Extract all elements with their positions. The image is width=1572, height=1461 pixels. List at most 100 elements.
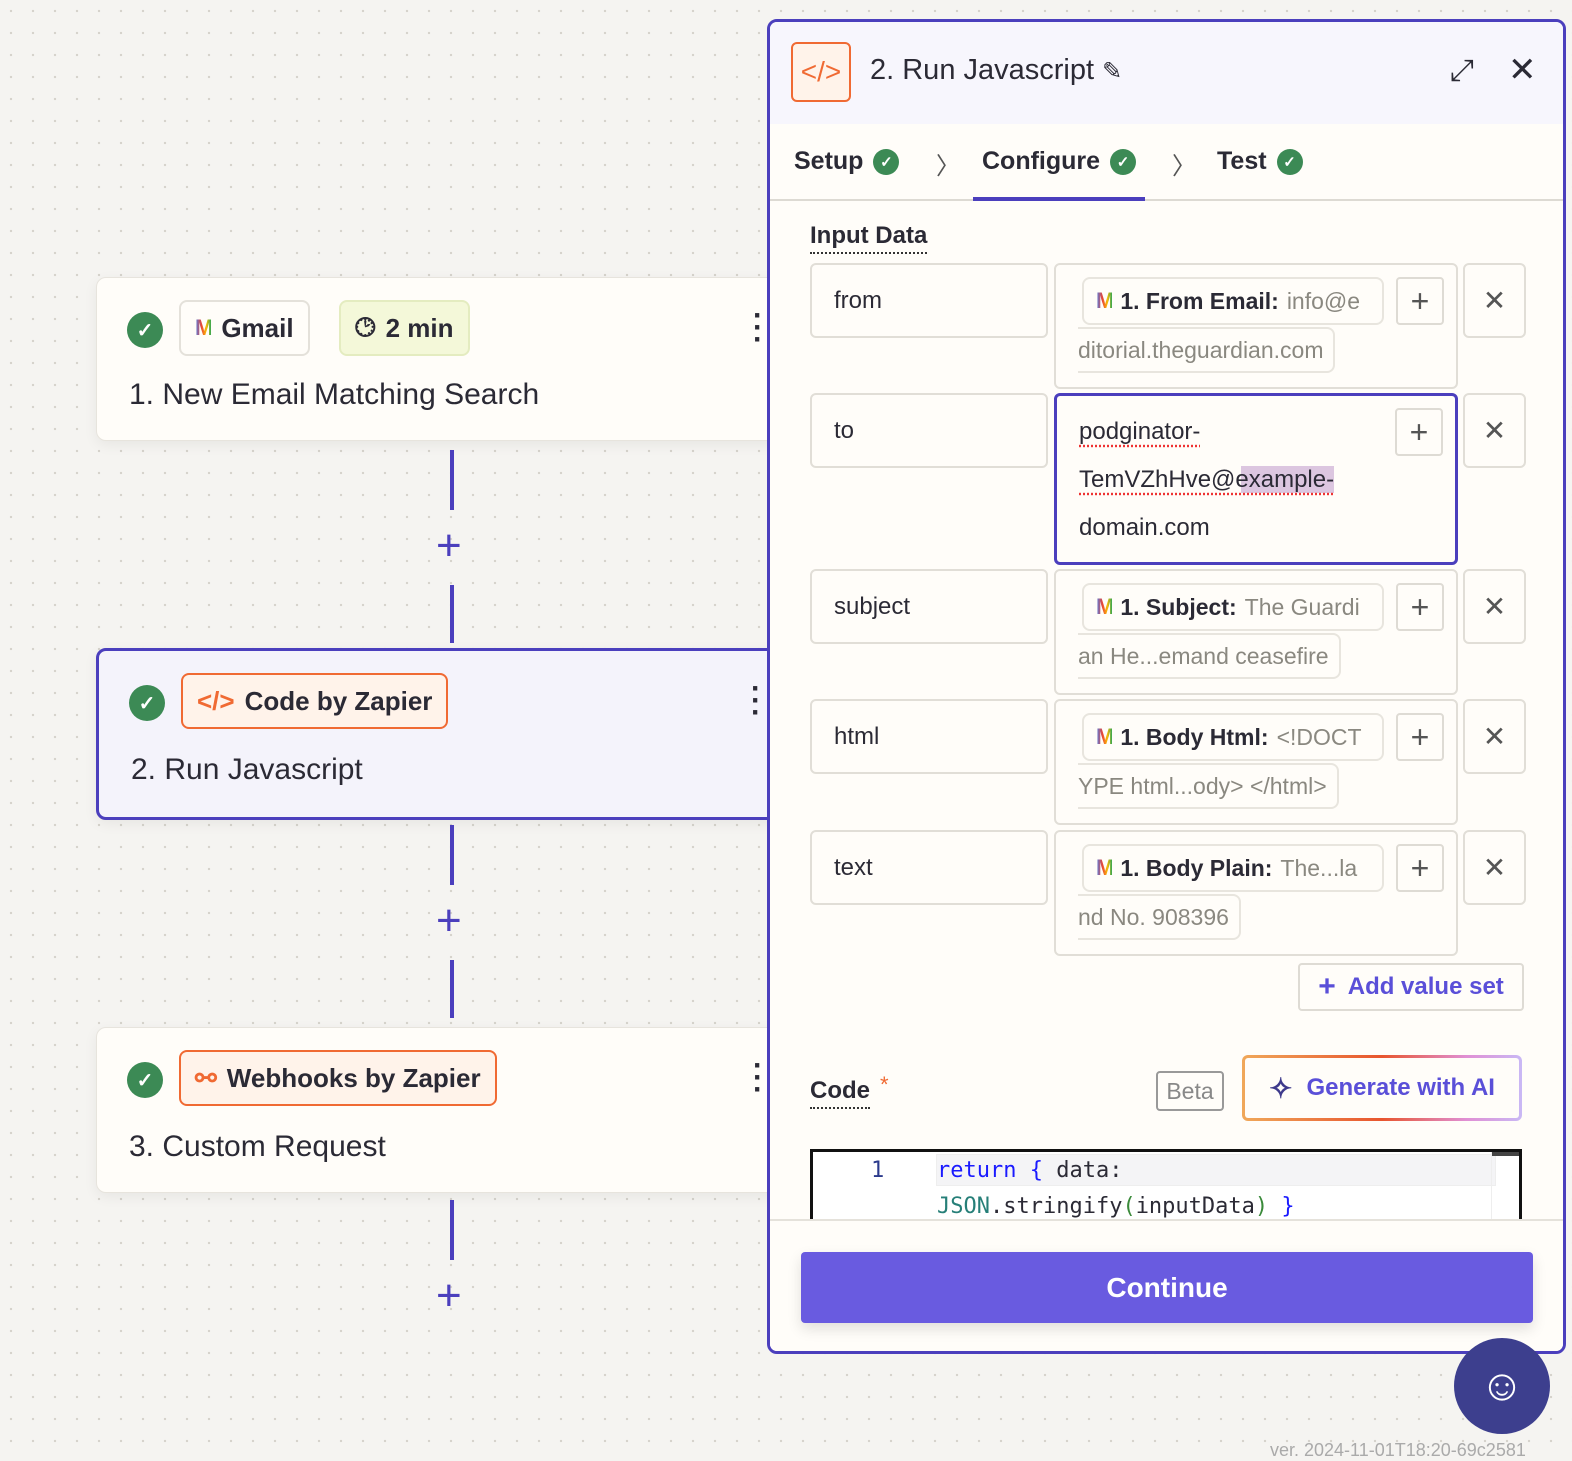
chevron-right-icon: 〉 [1172, 153, 1196, 180]
code-label: Code [810, 1077, 870, 1109]
field-value-input[interactable]: M 1. From Email: info@e ditorial.theguardi… [1054, 263, 1458, 389]
tab-setup[interactable]: Setup ✓ [794, 147, 900, 176]
pill-value: <!DOCT [1276, 723, 1362, 750]
code-line-1-wrap: JSON.stringify(inputData) } [937, 1194, 1295, 1219]
more-menu-icon[interactable]: · · · [753, 1049, 763, 1106]
button-label: Add value set [1347, 973, 1504, 1000]
value-line-text: TemVZhHve@example- [1079, 466, 1335, 493]
field-value-input[interactable]: M 1. Body Html: <!DOCT YPE html...ody> </h… [1054, 699, 1458, 825]
version-text: ver. 2024-11-01T18:20-69c2581 [1270, 1440, 1526, 1460]
field-value-input[interactable]: M 1. Subject: The Guardi an He...emand cea… [1054, 569, 1458, 695]
check-icon: ✓ [1110, 148, 1137, 175]
step-card-3[interactable]: ✓ ⚯ Webhooks by Zapier 3. Custom Request … [96, 1027, 796, 1193]
panel-header: </> 2. Run Javascript ✎ ⤢ ✕ [770, 22, 1563, 124]
field-key-input[interactable]: from [810, 263, 1048, 338]
mapped-field-pill[interactable]: M 1. Subject: The Guardi [1082, 583, 1384, 631]
insert-data-button[interactable]: + [1396, 583, 1444, 631]
field-key-input[interactable]: html [810, 699, 1048, 774]
step-tabs: Setup ✓ 〉 Configure ✓ 〉 Test ✓ [770, 124, 1563, 201]
expand-icon[interactable]: ⤢ [1450, 54, 1474, 87]
value-line: TemVZhHve@example- [1079, 456, 1433, 504]
tab-label: Test [1217, 147, 1267, 175]
tab-test[interactable]: Test ✓ [1217, 147, 1303, 176]
edit-pencil-icon[interactable]: ✎ [1102, 58, 1123, 85]
step-title: 3. Custom Request [129, 1130, 386, 1163]
code-token: JSON [937, 1194, 990, 1219]
field-key-input[interactable]: text [810, 830, 1048, 905]
field-value-input[interactable]: M 1. Body Plain: The...la nd No. 908396 + [1054, 830, 1458, 956]
code-token: return [937, 1158, 1017, 1183]
panel-title-text: 2. Run Javascript [870, 54, 1095, 86]
required-mark: * [880, 1072, 889, 1097]
gmail-icon: M [195, 315, 213, 340]
app-name: Gmail [221, 312, 294, 343]
plus-icon: + [1318, 970, 1336, 1003]
continue-button[interactable]: Continue [801, 1252, 1533, 1323]
pill-source: 1. Subject: [1120, 593, 1237, 620]
check-icon: ✓ [1276, 148, 1303, 175]
value-line: podginator- [1079, 418, 1201, 445]
remove-field-button[interactable]: ✕ [1463, 830, 1526, 905]
pill-value: info@e [1286, 287, 1361, 314]
panel-footer: Continue [770, 1219, 1563, 1351]
remove-field-button[interactable]: ✕ [1463, 263, 1526, 338]
app-name: Webhooks by Zapier [226, 1062, 481, 1093]
pill-value: The...la [1280, 854, 1358, 881]
insert-data-button[interactable]: + [1396, 277, 1444, 325]
webhook-icon: ⚯ [195, 1062, 217, 1093]
insert-data-button[interactable]: + [1396, 844, 1444, 892]
code-token: { [1029, 1158, 1043, 1183]
add-value-set-button[interactable]: + Add value set [1298, 963, 1524, 1011]
connector [450, 450, 454, 510]
code-icon: </> [197, 685, 235, 716]
mapped-field-pill[interactable]: M 1. Body Html: <!DOCT [1082, 713, 1384, 761]
step-editor-panel: </> 2. Run Javascript ✎ ⤢ ✕ Setup ✓ 〉 Con… [767, 19, 1566, 1354]
field-key-input[interactable]: to [810, 393, 1048, 468]
more-menu-icon[interactable]: · · · [753, 299, 763, 356]
close-icon[interactable]: ✕ [1508, 51, 1537, 89]
tab-label: Configure [982, 147, 1101, 175]
gmail-icon: M [1096, 724, 1114, 749]
add-step-button[interactable]: + [436, 896, 462, 945]
step-card-1[interactable]: ✓ M Gmail 🕑︎ 2 min 1. New Email Matching S… [96, 277, 796, 441]
code-token: .stringify [989, 1194, 1123, 1219]
connector [450, 1200, 454, 1260]
code-token: ) [1254, 1194, 1269, 1219]
insert-data-button[interactable]: + [1395, 408, 1443, 456]
add-step-button[interactable]: + [436, 1271, 462, 1320]
field-key-input[interactable]: subject [810, 569, 1048, 644]
beta-badge: Beta [1156, 1071, 1224, 1111]
pill-value-continued: YPE html...ody> </html> [1078, 763, 1339, 809]
mapped-field-pill[interactable]: M 1. Body Plain: The...la [1082, 844, 1384, 892]
insert-data-button[interactable]: + [1396, 713, 1444, 761]
connector [450, 960, 454, 1018]
code-scrollbar[interactable] [1491, 1152, 1519, 1249]
step-card-2[interactable]: ✓ </> Code by Zapier 2. Run Javascript · ·… [96, 648, 796, 820]
pill-source: 1. Body Plain: [1120, 854, 1273, 881]
code-token: ( [1122, 1194, 1136, 1219]
active-line [936, 1154, 1496, 1186]
help-chat-button[interactable]: ☺ [1454, 1338, 1550, 1434]
more-menu-icon[interactable]: · · · [751, 672, 761, 729]
remove-field-button[interactable]: ✕ [1463, 393, 1526, 468]
pill-value: The Guardi [1244, 593, 1360, 620]
pill-value-continued: an He...emand ceasefire [1078, 633, 1341, 679]
gmail-icon: M [1096, 855, 1114, 880]
remove-field-button[interactable]: ✕ [1463, 699, 1526, 774]
pill-source: 1. Body Html: [1120, 723, 1269, 750]
field-value-input[interactable]: podginator- TemVZhHve@example- domain.co… [1054, 393, 1458, 565]
code-icon: </> [791, 42, 851, 102]
code-token: data: [1042, 1158, 1123, 1183]
remove-field-button[interactable]: ✕ [1463, 569, 1526, 644]
step-title: 2. Run Javascript [131, 753, 363, 786]
chevron-right-icon: 〉 [936, 153, 960, 180]
add-step-button[interactable]: + [436, 521, 462, 570]
tab-configure[interactable]: Configure ✓ [982, 147, 1137, 176]
generate-with-ai-button[interactable]: ✧ Generate with AI [1242, 1055, 1522, 1121]
panel-title: 2. Run Javascript ✎ [870, 54, 1122, 87]
gmail-icon: M [1096, 594, 1114, 619]
code-line-1: return { data: [937, 1158, 1122, 1183]
mapped-field-pill[interactable]: M 1. From Email: info@e [1082, 277, 1384, 325]
delay-text: 2 min [385, 312, 454, 343]
active-tab-indicator [973, 197, 1145, 201]
